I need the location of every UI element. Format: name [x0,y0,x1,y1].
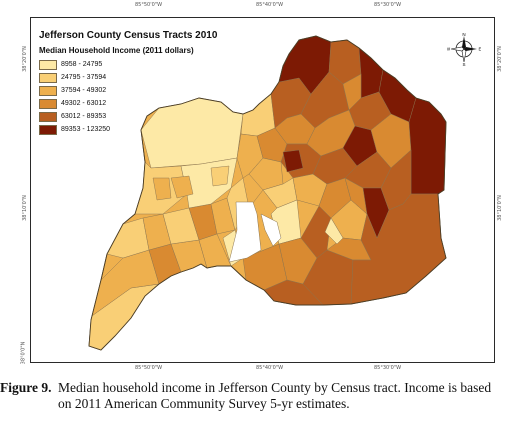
legend-label: 24795 - 37594 [61,73,107,81]
compass-s: S [462,62,465,66]
compass-rose-icon: N S W E [447,32,481,66]
graticule-label-right-2: 38°10'0"N [496,195,503,221]
compass-w: W [447,47,451,52]
graticule-label-left-1: 38°20'0"N [21,46,28,72]
legend-item: 8958 - 24795 [39,58,217,71]
tract-region [408,97,446,195]
compass-e: E [478,47,481,52]
graticule-label-left-2: 38°10'0"N [21,195,28,221]
tract-region [240,93,276,137]
tract-region [282,149,304,173]
figure-label: Figure 9. [0,380,52,395]
graticule-label-bottom-2: 85°40'0"W [256,365,284,371]
graticule-label-right-1: 38°20'0"N [496,46,503,72]
legend-swatch [39,59,57,70]
graticule-label-top-1: 85°50'0"W [135,2,163,8]
legend-item: 89353 - 123250 [39,123,217,136]
legend-label: 8958 - 24795 [61,60,103,68]
map-frame: Jefferson County Census Tracts 2010 Medi… [30,17,495,363]
tract-region [248,157,284,191]
legend-swatch [39,85,57,96]
legend-item: 37594 - 49302 [39,84,217,97]
legend-subtitle: Median Household Income (2011 dollars) [39,46,194,55]
tract-region [152,177,172,201]
graticule-label-top-3: 85°30'0"W [374,2,402,8]
legend-swatch [39,111,57,122]
graticule-label-top-2: 85°40'0"W [256,2,284,8]
legend-item: 24795 - 37594 [39,71,217,84]
county-boundary [88,35,447,351]
legend-title: Jefferson County Census Tracts 2010 [39,30,218,41]
tract-region [106,217,150,259]
legend-item: 63012 - 89353 [39,110,217,123]
legend-label: 89353 - 123250 [61,125,111,133]
legend-swatch [39,124,57,135]
map-legend: Jefferson County Census Tracts 2010 Medi… [39,30,217,136]
graticule-label-left-3: 38°0'0"N [20,341,27,365]
legend-label: 49302 - 63012 [61,99,107,107]
figure-caption-text: Median household income in Jefferson Cou… [58,380,492,411]
tract-region [210,165,230,187]
tract-region [324,217,344,245]
graticule-label-bottom-1: 85°50'0"W [135,365,163,371]
legend-swatch [39,98,57,109]
legend-label: 63012 - 89353 [61,112,107,120]
legend-item: 49302 - 63012 [39,97,217,110]
county-map [88,35,447,351]
legend-swatch [39,72,57,83]
graticule-label-bottom-3: 85°30'0"W [374,365,402,371]
compass-n: N [462,32,465,37]
no-data-area [228,201,262,263]
no-data-area [260,213,282,247]
legend-label: 37594 - 49302 [61,86,107,94]
tract-region [170,175,194,199]
